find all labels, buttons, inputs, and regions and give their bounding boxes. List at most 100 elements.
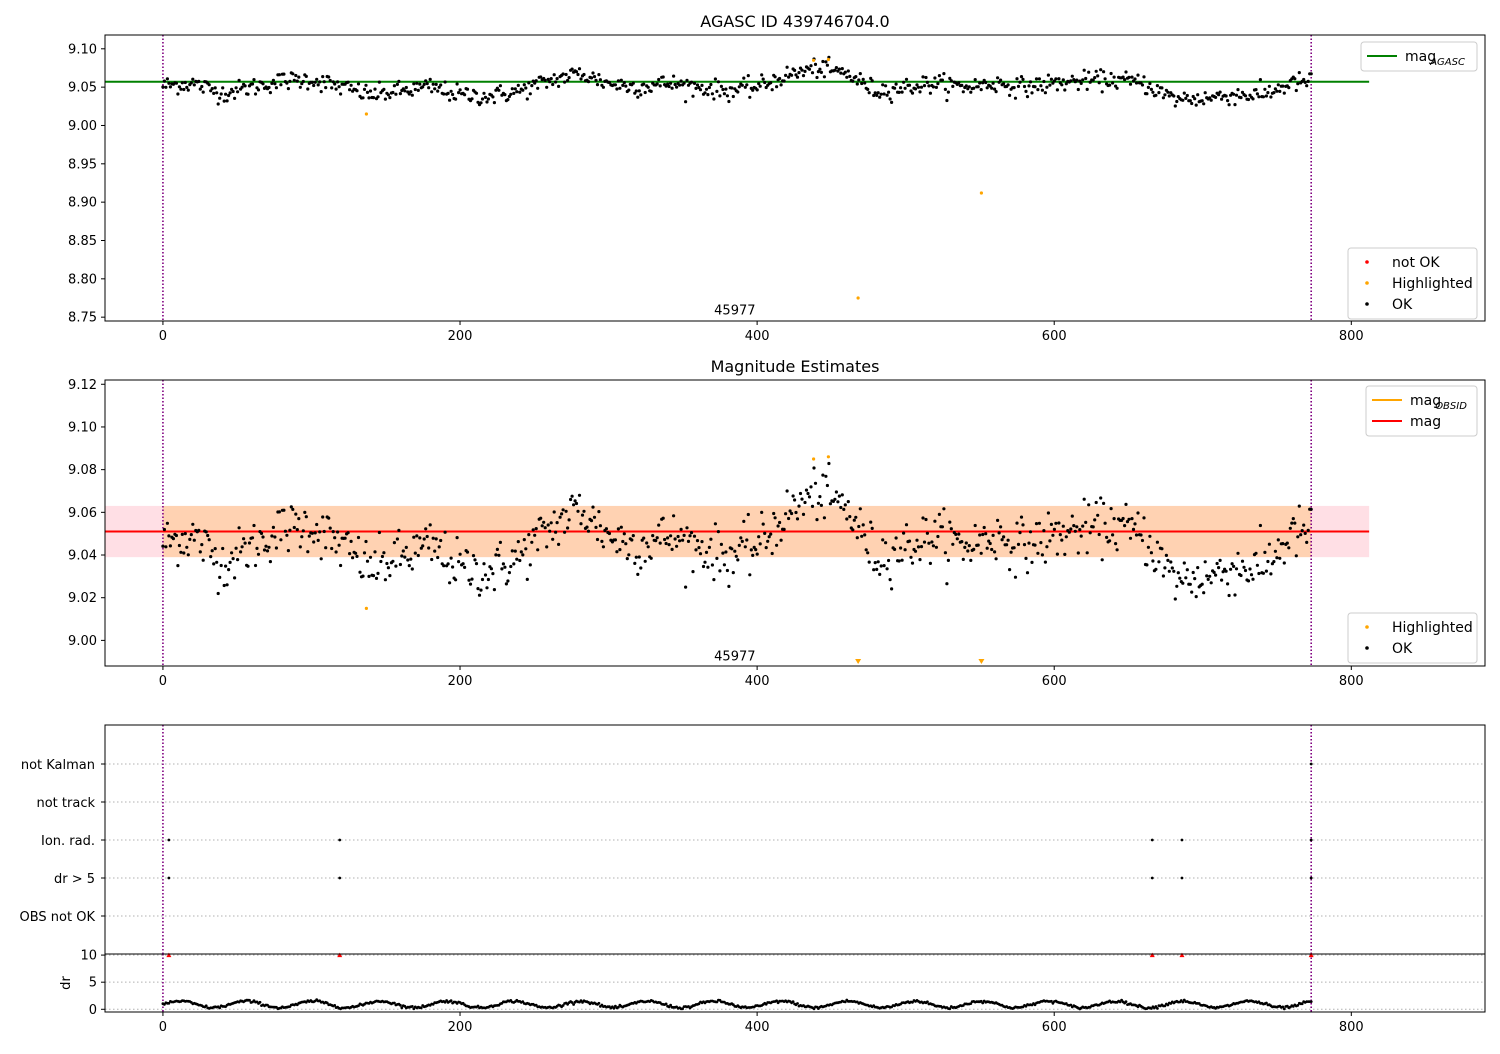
x-tick-label: 0 [159, 674, 167, 689]
ok-point [516, 540, 520, 544]
ok-point [1221, 570, 1225, 574]
ok-point [933, 519, 937, 523]
ok-point [658, 541, 662, 545]
ok-point [779, 83, 783, 87]
ok-point [252, 78, 256, 82]
ok-point [927, 541, 931, 545]
x-tick-label: 800 [1339, 329, 1364, 344]
ok-point [742, 519, 746, 524]
ok-point [1220, 578, 1224, 582]
ok-point [897, 559, 901, 563]
ok-point [1111, 533, 1115, 537]
dr-point [1154, 1005, 1158, 1008]
ok-point [318, 530, 322, 534]
ok-point [709, 82, 713, 87]
ok-point [536, 548, 540, 552]
ok-point [712, 97, 716, 101]
ok-point [887, 90, 891, 94]
ok-point [349, 83, 353, 87]
ok-point [800, 68, 804, 72]
dr-point [393, 1001, 396, 1005]
ok-point [1030, 560, 1034, 565]
ok-point [567, 518, 571, 522]
dr-point [775, 999, 778, 1003]
ok-point [819, 503, 824, 507]
ok-point [351, 556, 355, 560]
ok-point [1205, 574, 1209, 578]
ok-point [931, 544, 936, 548]
y-tick-label: 10 [80, 949, 97, 964]
ok-point [760, 510, 764, 514]
ok-point [534, 79, 538, 83]
ok-point [795, 517, 800, 521]
ok-point [551, 82, 555, 87]
ok-point [645, 541, 649, 545]
ok-point [167, 534, 171, 538]
ok-point [349, 539, 353, 544]
ok-point [1305, 540, 1309, 545]
ok-point [364, 83, 368, 87]
ok-point [250, 82, 255, 86]
ok-point [706, 565, 710, 569]
ok-point [921, 75, 925, 79]
ok-point [1224, 569, 1228, 573]
ok-point [1033, 543, 1037, 547]
ok-point [725, 94, 730, 98]
x-tick-label: 200 [448, 674, 473, 689]
ok-point [330, 546, 334, 551]
ok-point [858, 507, 862, 511]
ok-point [400, 554, 404, 558]
ok-point [969, 90, 973, 94]
ok-point [356, 82, 361, 86]
ok-point [168, 85, 172, 89]
ok-point [764, 546, 768, 550]
ok-point [409, 90, 413, 94]
ok-point [449, 556, 453, 560]
ok-point [197, 528, 201, 533]
ok-point [491, 572, 495, 576]
ok-point [843, 70, 847, 74]
ok-point [1278, 89, 1282, 93]
ok-point [870, 79, 874, 83]
ok-point [845, 75, 849, 79]
ok-point [972, 86, 976, 90]
ok-point [336, 80, 340, 84]
ok-point [637, 89, 641, 93]
ok-point [1215, 561, 1219, 566]
ok-point [253, 563, 258, 568]
ok-point [773, 75, 777, 79]
ok-point [763, 80, 767, 85]
ok-point [1224, 94, 1228, 98]
ok-point [996, 76, 1000, 80]
ok-point [673, 82, 677, 87]
ok-point [428, 523, 432, 527]
ok-point [673, 537, 677, 541]
ok-point [1093, 518, 1097, 522]
dr-capped-marker [166, 952, 172, 958]
ok-point [946, 90, 951, 94]
ok-point [474, 91, 479, 95]
ok-point [418, 536, 422, 540]
ok-point [718, 569, 722, 573]
ok-point [1272, 560, 1276, 564]
ok-point [563, 80, 567, 84]
ok-point [991, 533, 995, 538]
ok-point [737, 543, 741, 548]
ok-point [339, 563, 343, 568]
ok-point [209, 555, 213, 559]
x-tick-label: 800 [1339, 1020, 1364, 1035]
ok-point [930, 540, 934, 544]
ok-point [1045, 545, 1049, 549]
ok-point [318, 80, 322, 84]
ok-point [1296, 535, 1300, 539]
ok-point [476, 100, 480, 104]
ok-point [164, 545, 168, 549]
ok-point [371, 96, 376, 100]
ok-point [1193, 97, 1197, 101]
ok-point [216, 591, 220, 596]
ok-point [707, 545, 712, 550]
y-tick-label: 9.05 [68, 81, 97, 96]
ok-point [1161, 96, 1165, 100]
ok-point [598, 524, 603, 528]
chart-title: Magnitude Estimates [711, 357, 880, 376]
